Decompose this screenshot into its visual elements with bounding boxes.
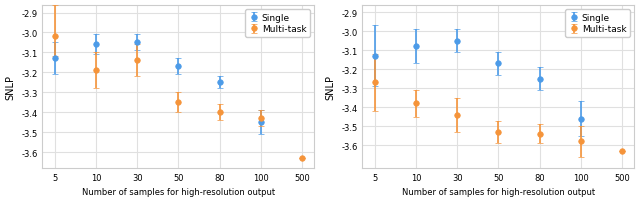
Legend: Single, Multi-task: Single, Multi-task <box>246 10 310 38</box>
Y-axis label: SNLP: SNLP <box>6 74 15 99</box>
X-axis label: Number of samples for high-resolution output: Number of samples for high-resolution ou… <box>402 187 595 197</box>
Y-axis label: SNLP: SNLP <box>326 74 335 99</box>
X-axis label: Number of samples for high-resolution output: Number of samples for high-resolution ou… <box>82 187 275 197</box>
Legend: Single, Multi-task: Single, Multi-task <box>566 10 630 38</box>
